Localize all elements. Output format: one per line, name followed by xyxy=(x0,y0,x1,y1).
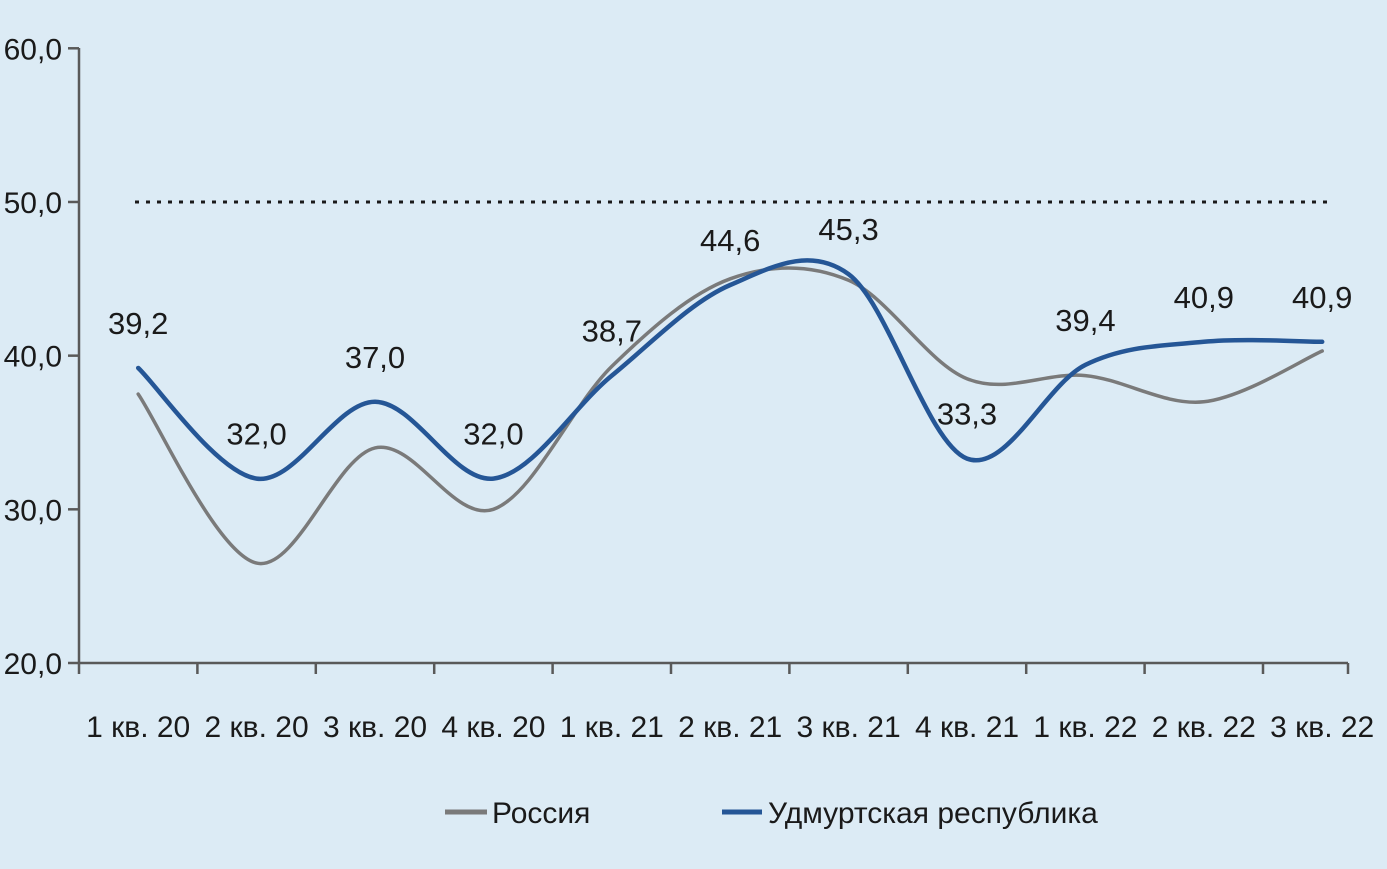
x-axis-category-label: 1 кв. 22 xyxy=(1033,711,1137,744)
data-label: 39,4 xyxy=(1055,303,1115,338)
data-label: 45,3 xyxy=(818,212,878,247)
data-label: 44,6 xyxy=(700,223,760,258)
x-axis-category-label: 3 кв. 21 xyxy=(797,711,901,744)
data-label: 37,0 xyxy=(345,340,405,375)
x-axis-category-label: 4 кв. 21 xyxy=(915,711,1019,744)
data-label: 33,3 xyxy=(937,397,997,432)
data-label: 40,9 xyxy=(1292,280,1352,315)
series-line-udmurt-republic xyxy=(135,258,1325,481)
x-axis-category-label: 2 кв. 22 xyxy=(1152,711,1256,744)
x-axis-category-label: 4 кв. 20 xyxy=(441,711,545,744)
data-label: 38,7 xyxy=(582,314,642,349)
legend-label-udmurt-republic: Удмуртская республика xyxy=(768,797,1098,830)
x-axis-category-label: 3 кв. 20 xyxy=(323,711,427,744)
y-axis-tick-label: 60,0 xyxy=(4,33,62,66)
x-axis-category-label: 3 кв. 22 xyxy=(1270,711,1374,744)
data-label: 32,0 xyxy=(463,417,523,452)
x-axis-category-label: 1 кв. 20 xyxy=(86,711,190,744)
series-line-russia xyxy=(136,266,1324,566)
data-label: 32,0 xyxy=(226,417,286,452)
y-axis-tick-label: 50,0 xyxy=(4,187,62,220)
y-axis-tick-label: 30,0 xyxy=(4,494,62,527)
y-axis-tick-label: 40,0 xyxy=(4,341,62,374)
legend-label-russia: Россия xyxy=(492,797,590,830)
data-label: 39,2 xyxy=(108,306,168,341)
x-axis-category-label: 2 кв. 20 xyxy=(205,711,309,744)
y-axis-tick-label: 20,0 xyxy=(4,648,62,681)
x-axis-category-label: 1 кв. 21 xyxy=(560,711,664,744)
data-label: 40,9 xyxy=(1174,280,1234,315)
x-axis-category-label: 2 кв. 21 xyxy=(678,711,782,744)
